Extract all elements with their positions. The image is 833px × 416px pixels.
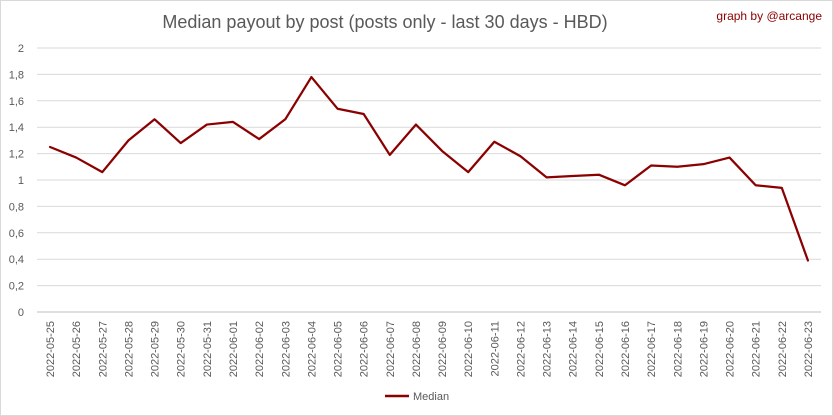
y-axis-tick-labels: 0 0,2 0,4 0,6 0,8 1 1,2 1,4 1,6 1,8 2 <box>9 43 24 319</box>
x-tick-label: 2022-05-31 <box>202 321 214 377</box>
series-line-median <box>48 75 810 262</box>
x-tick-label: 2022-05-29 <box>150 321 162 377</box>
x-tick-label: 2022-06-01 <box>228 321 240 377</box>
series-layer <box>48 75 810 262</box>
x-tick-label: 2022-06-02 <box>254 321 266 377</box>
x-tick-label: 2022-06-22 <box>777 321 789 377</box>
x-tick-label: 2022-05-28 <box>123 321 135 377</box>
legend: Median <box>385 391 449 403</box>
x-tick-label: 2022-06-05 <box>333 321 345 377</box>
x-tick-label: 2022-06-18 <box>672 321 684 377</box>
x-axis-tick-labels: 2022-05-25 2022-05-26 2022-05-27 2022-05-28… <box>45 321 815 377</box>
y-tick-label: 0,2 <box>9 281 24 293</box>
x-tick-label: 2022-06-12 <box>515 321 527 377</box>
chart-credit: graph by @arcange <box>716 9 822 23</box>
legend-label-median: Median <box>413 391 449 403</box>
y-tick-label: 2 <box>18 43 24 55</box>
x-tick-label: 2022-06-09 <box>437 321 449 377</box>
x-tick-label: 2022-06-23 <box>803 321 815 377</box>
y-tick-label: 1 <box>18 175 24 187</box>
x-tick-label: 2022-06-10 <box>463 321 475 377</box>
gridlines <box>37 47 821 313</box>
y-tick-label: 0,8 <box>9 201 24 213</box>
x-tick-label: 2022-06-16 <box>620 321 632 377</box>
y-tick-label: 1,4 <box>9 122 24 134</box>
y-tick-label: 0,6 <box>9 228 24 240</box>
x-tick-label: 2022-06-06 <box>359 321 371 377</box>
x-tick-label: 2022-05-26 <box>71 321 83 377</box>
chart-title: Median payout by post (posts only - last… <box>162 12 607 32</box>
x-tick-label: 2022-05-25 <box>45 321 57 377</box>
x-tick-label: 2022-06-20 <box>725 321 737 377</box>
x-tick-label: 2022-06-13 <box>542 321 554 377</box>
x-tick-label: 2022-06-21 <box>751 321 763 377</box>
y-tick-label: 0,4 <box>9 254 24 266</box>
x-tick-label: 2022-06-03 <box>280 321 292 377</box>
x-tick-label: 2022-06-17 <box>646 321 658 377</box>
x-tick-label: 2022-06-04 <box>306 321 318 377</box>
y-tick-label: 1,2 <box>9 149 24 161</box>
x-tick-label: 2022-06-19 <box>698 321 710 377</box>
x-tick-label: 2022-05-30 <box>176 321 188 377</box>
x-tick-label: 2022-05-27 <box>97 321 109 377</box>
x-tick-label: 2022-06-08 <box>411 321 423 377</box>
y-tick-label: 0 <box>18 307 24 319</box>
x-tick-label: 2022-06-07 <box>385 321 397 377</box>
x-tick-label: 2022-06-15 <box>594 321 606 377</box>
x-tick-label: 2022-06-11 <box>489 321 501 376</box>
x-tick-label: 2022-06-14 <box>568 321 580 377</box>
y-tick-label: 1,8 <box>9 69 24 81</box>
y-tick-label: 1,6 <box>9 96 24 108</box>
